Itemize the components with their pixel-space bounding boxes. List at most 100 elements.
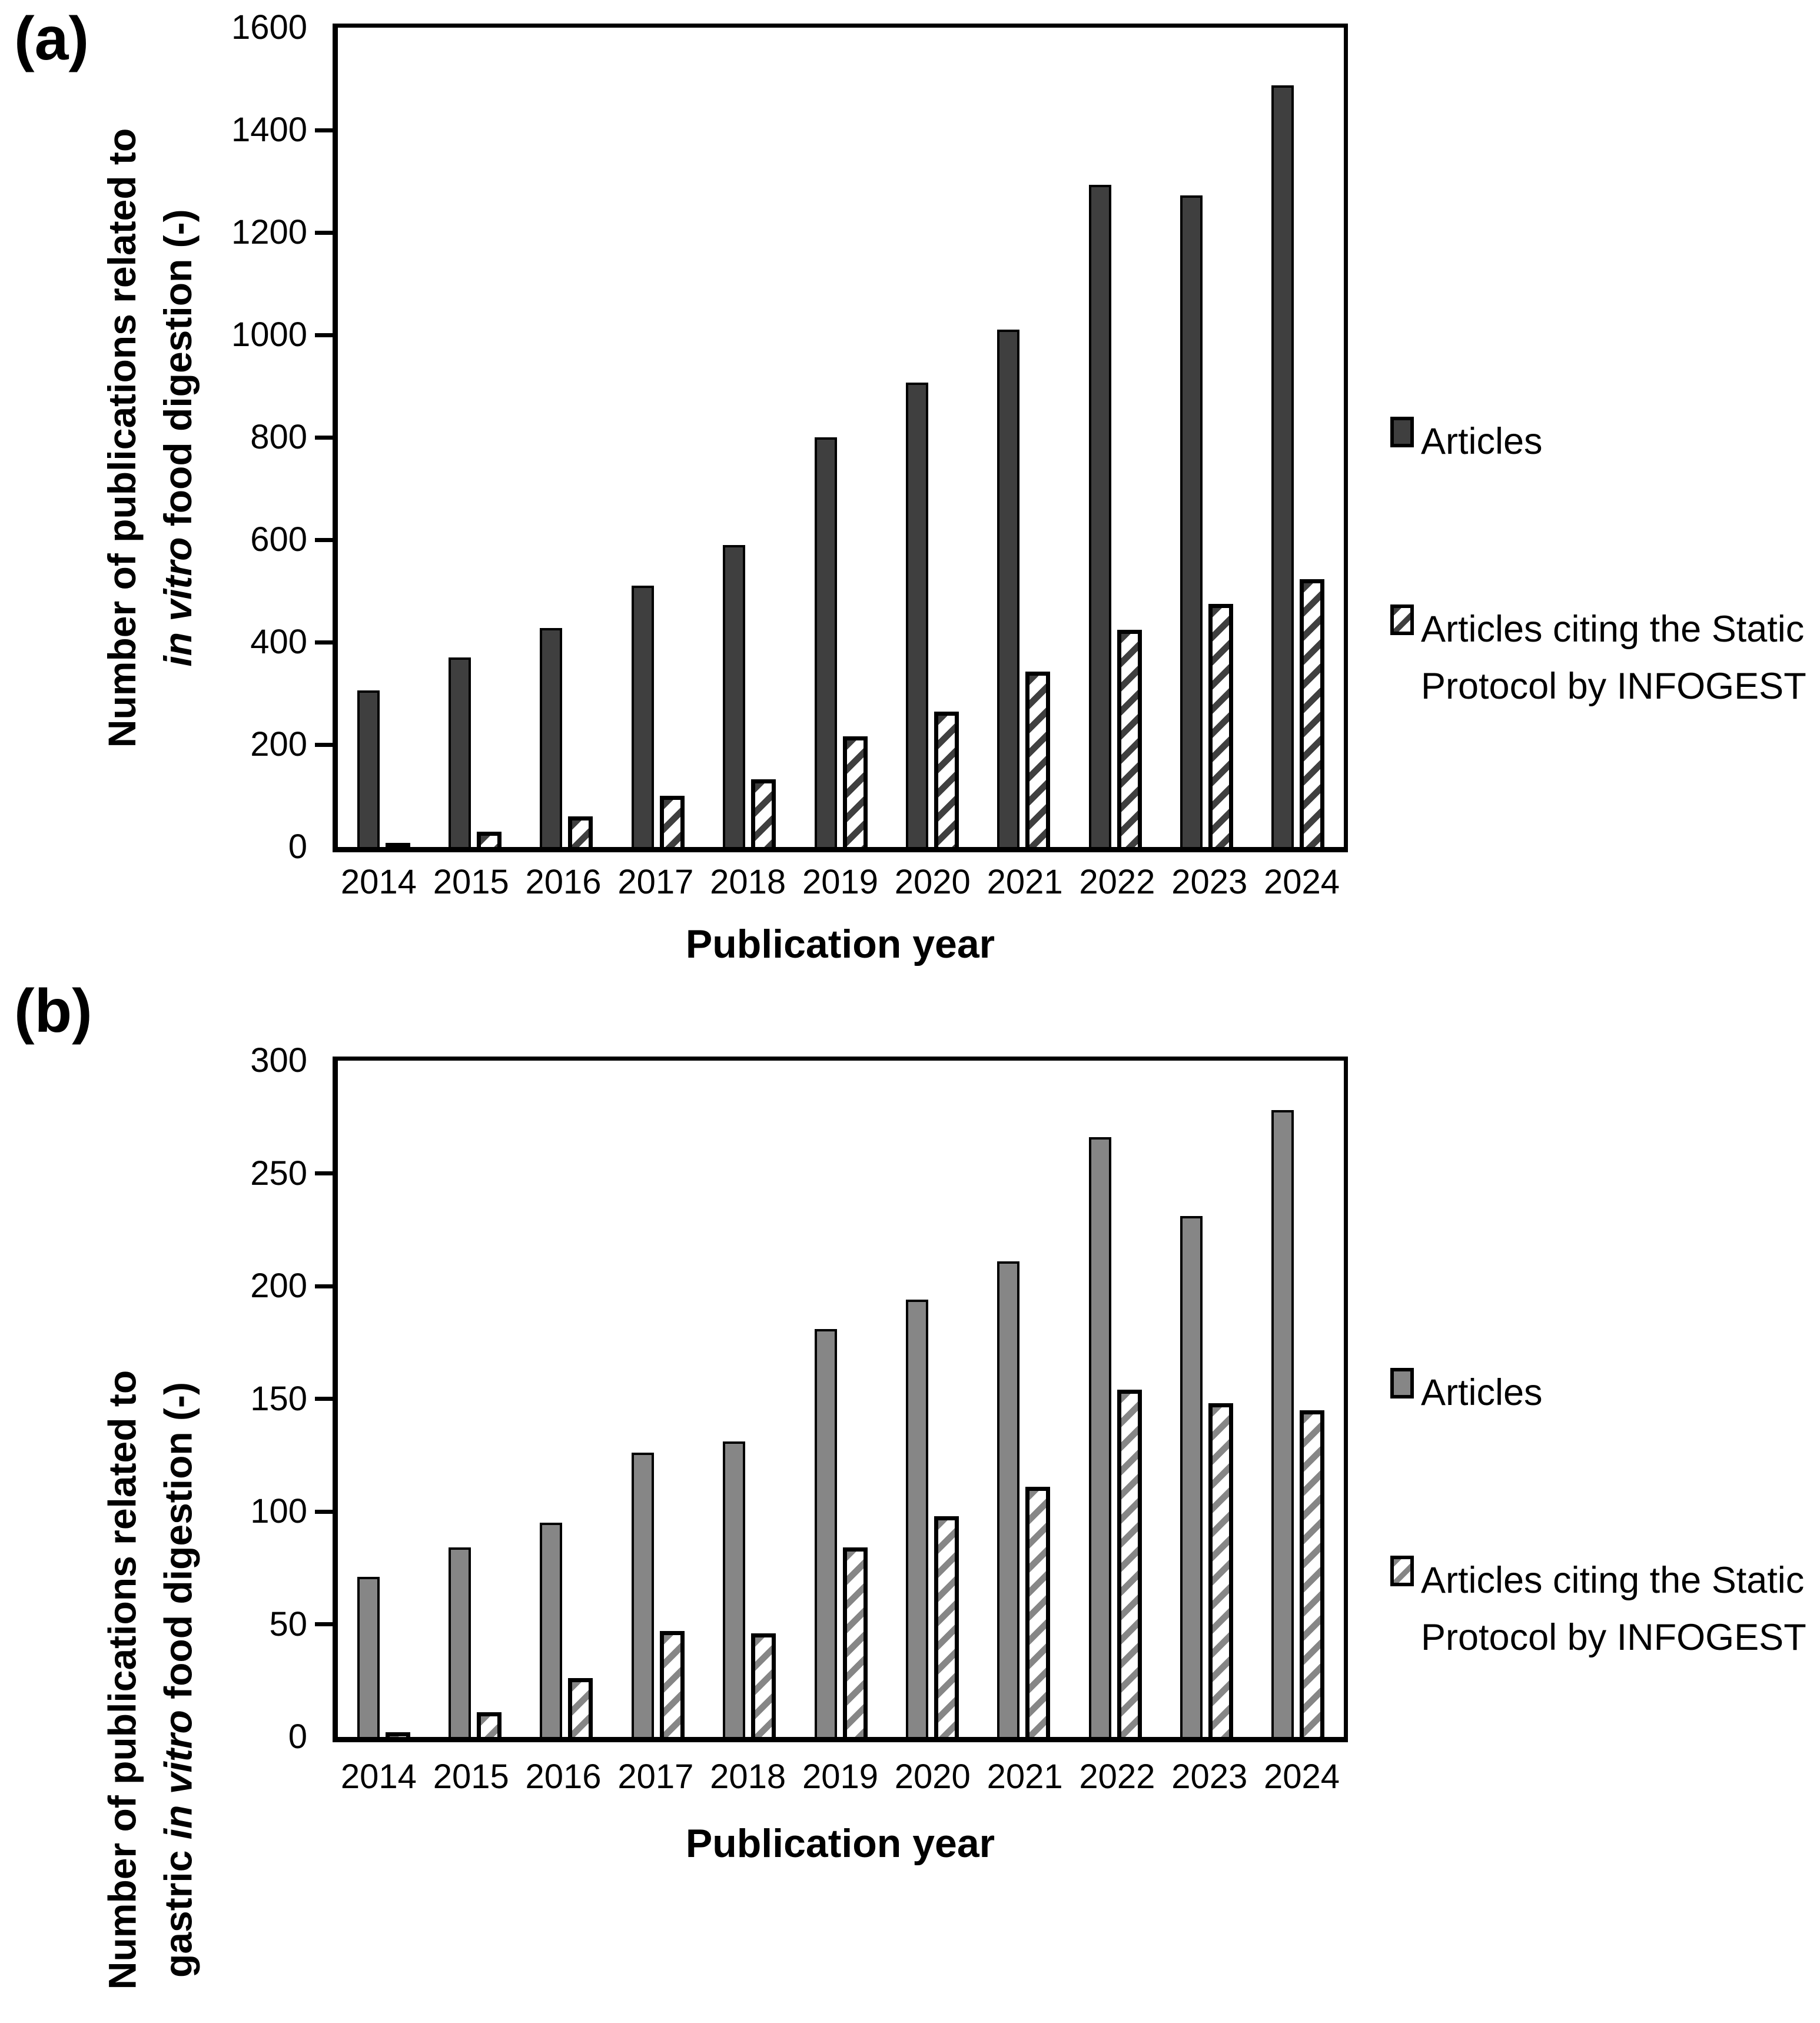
legend-label-infogest: Articles citing the Static Protocol by I…: [1421, 1560, 1806, 1658]
articles-bar-2019: [814, 437, 837, 847]
italic-in-vitro: in vitro: [156, 1710, 200, 1840]
y-axis-title-line1: Number of publications related to: [100, 1370, 144, 1990]
articles-bar-2024: [1271, 1110, 1294, 1737]
y-axis-tick-label: 250: [250, 1154, 307, 1192]
infogest-bar-2021: [1025, 672, 1051, 847]
x-axis-tick-label: 2019: [802, 863, 878, 901]
infogest-swatch: [1390, 604, 1414, 635]
articles-bar-2023: [1180, 1216, 1203, 1737]
y-axis-title-line2: gastric in vitro food digestion (-): [156, 1382, 200, 1978]
y-axis-tick: [315, 1171, 333, 1175]
x-axis-tick-label: 2020: [894, 1758, 971, 1796]
panel-a-plot-area: 0 200 400 600 800 1000 1200 1400 1600: [231, 11, 1348, 864]
infogest-bar-2023: [1208, 1403, 1233, 1737]
articles-bar-2023: [1180, 195, 1203, 847]
y-axis-tick-label: 800: [250, 418, 307, 456]
y-axis-tick-label: 600: [250, 520, 307, 559]
y-axis-tick-label: 200: [250, 1267, 307, 1305]
infogest-bar-2014: [385, 1732, 410, 1737]
infogest-bar-2017: [659, 1631, 685, 1737]
y-axis-tick: [315, 1509, 333, 1514]
x-axis-tick-label: 2023: [1171, 1758, 1248, 1796]
legend-item-infogest: Articles citing the Static Protocol by I…: [1390, 1552, 1820, 1666]
y-axis-tick: [315, 333, 333, 337]
y-axis-tick-label: 0: [288, 1718, 307, 1756]
y-axis-tick-label: 1200: [231, 213, 307, 251]
panel-b-x-tick-labels: 2014 2015 2016 2017 2018 2019 2020 2021 2022 2023…: [333, 1760, 1348, 1794]
y-axis-tick: [315, 537, 333, 542]
panel-b: (b) Number of publications related to ga…: [0, 971, 1820, 1989]
panel-a: (a) Number of publications related to in…: [0, 0, 1820, 971]
y-axis-tick: [315, 128, 333, 132]
y-axis-tick: [315, 640, 333, 645]
y-axis-tick-label: 1600: [231, 8, 307, 46]
infogest-bar-2022: [1117, 1390, 1142, 1737]
legend-label-infogest: Articles citing the Static Protocol by I…: [1421, 609, 1806, 707]
x-axis-tick-label: 2023: [1171, 863, 1248, 901]
y-axis-tick-label: 1400: [231, 111, 307, 149]
y-axis-title-line2: in vitro food digestion (-): [156, 209, 200, 667]
x-axis-tick-label: 2018: [710, 1758, 786, 1796]
y-axis-tick-label: 400: [250, 623, 307, 661]
y-axis-tick-label: 200: [250, 725, 307, 763]
panel-b-x-axis-title: Publication year: [685, 1821, 995, 1866]
infogest-bar-2015: [477, 831, 502, 847]
articles-bar-2015: [449, 657, 471, 847]
articles-bar-2014: [357, 1577, 380, 1737]
y-axis-title-line1: Number of publications related to: [100, 128, 144, 748]
infogest-bar-2016: [568, 1678, 593, 1737]
articles-swatch: [1390, 417, 1414, 447]
infogest-bar-2024: [1300, 579, 1325, 847]
infogest-bar-2020: [934, 712, 959, 847]
infogest-bar-2020: [934, 1516, 959, 1737]
panel-b-label: (b): [14, 977, 92, 1045]
x-axis-tick-label: 2020: [894, 863, 971, 901]
articles-bar-2017: [631, 586, 654, 847]
articles-bar-2018: [723, 1441, 746, 1737]
y-axis-tick: [315, 1284, 333, 1288]
x-axis-tick-label: 2017: [617, 863, 694, 901]
y-axis-tick: [315, 435, 333, 440]
infogest-bar-2019: [842, 736, 868, 847]
legend-item-articles: Articles: [1390, 1364, 1820, 1421]
x-axis-tick-label: 2022: [1079, 863, 1155, 901]
x-axis-tick-label: 2022: [1079, 1758, 1155, 1796]
articles-bar-2022: [1088, 1137, 1111, 1737]
articles-bar-2014: [357, 690, 380, 847]
x-axis-tick-label: 2024: [1264, 1758, 1340, 1796]
x-axis-tick-label: 2021: [987, 863, 1063, 901]
articles-bar-2020: [905, 382, 928, 847]
x-axis-tick-label: 2019: [802, 1758, 878, 1796]
panel-a-x-tick-labels: 2014 2015 2016 2017 2018 2019 2020 2021 2022 2023…: [333, 865, 1348, 899]
panel-b-plot-area: 0 50 100 150 200 250 300: [250, 1044, 1348, 1754]
articles-bar-2022: [1088, 185, 1111, 847]
articles-swatch: [1390, 1368, 1414, 1399]
articles-bar-2024: [1271, 85, 1294, 847]
articles-bar-2021: [997, 1261, 1020, 1737]
infogest-bar-2023: [1208, 603, 1233, 847]
articles-bar-2021: [997, 330, 1020, 847]
x-axis-tick-label: 2021: [987, 1758, 1063, 1796]
y-axis-tick: [315, 230, 333, 235]
infogest-bar-2018: [751, 1633, 776, 1737]
legend-label-articles: Articles: [1421, 1372, 1543, 1413]
legend-item-articles: Articles: [1390, 413, 1820, 470]
infogest-bar-2018: [751, 779, 776, 847]
x-axis-tick-label: 2014: [340, 863, 417, 901]
articles-bar-2018: [723, 544, 746, 847]
infogest-bar-2022: [1117, 630, 1142, 847]
infogest-bar-2017: [659, 796, 685, 847]
articles-bar-2020: [905, 1299, 928, 1737]
articles-bar-2016: [540, 627, 563, 847]
panel-a-label: (a): [14, 5, 89, 73]
y-axis-tick: [315, 1397, 333, 1401]
legend-item-infogest: Articles citing the Static Protocol by I…: [1390, 601, 1820, 715]
panel-a-legend: Articles Articles citing the Static Prot…: [1390, 413, 1820, 715]
infogest-bar-2019: [842, 1547, 868, 1737]
x-axis-tick-label: 2015: [433, 863, 509, 901]
articles-bar-2017: [631, 1453, 654, 1737]
x-axis-tick-label: 2015: [433, 1758, 509, 1796]
y-axis-tick-label: 100: [250, 1492, 307, 1530]
y-axis-tick-label: 150: [250, 1379, 307, 1418]
infogest-bar-2016: [568, 816, 593, 847]
